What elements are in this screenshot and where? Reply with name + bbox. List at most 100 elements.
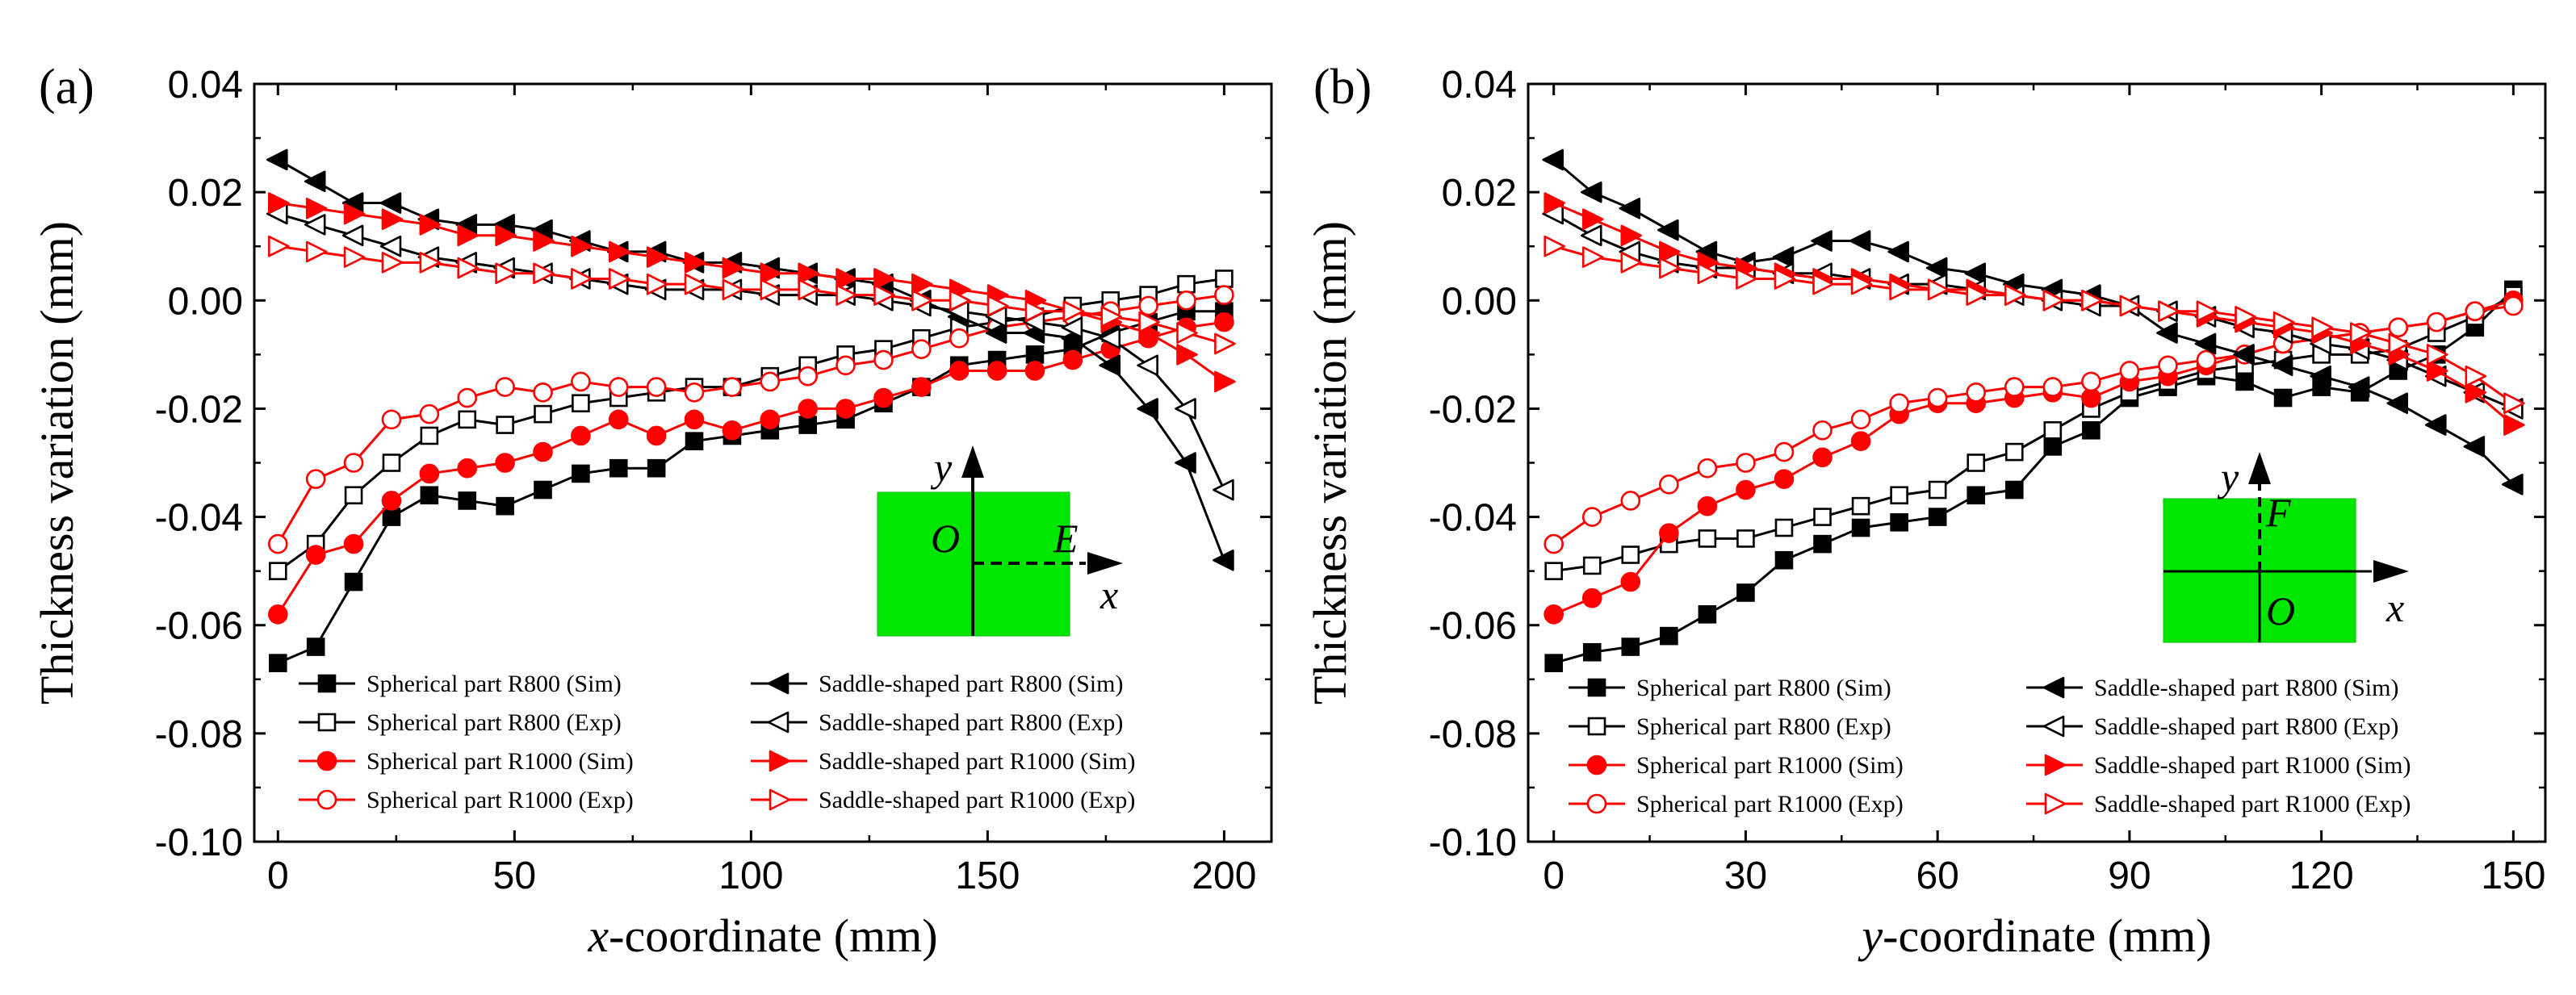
data-point (2196, 300, 2218, 323)
y-tick-label: -0.06 (1429, 605, 1517, 648)
data-point (2004, 442, 2024, 462)
data-point (571, 425, 591, 446)
legend-marker (317, 674, 337, 693)
legend-entry: Spherical part R800 (Sim) (299, 671, 622, 697)
data-point (495, 453, 515, 473)
legend-marker (2044, 792, 2067, 815)
data-point (1025, 345, 1045, 364)
data-point (1964, 262, 1987, 285)
data-point (1889, 278, 1911, 301)
data-point (269, 562, 287, 580)
data-point (305, 197, 328, 219)
series-3 (268, 285, 1234, 554)
y-tick-label: 0.00 (168, 280, 243, 323)
data-point (305, 240, 328, 263)
data-point (836, 399, 856, 419)
data-point (1850, 431, 1871, 451)
legend-label: Spherical part R1000 (Exp) (1636, 791, 1904, 817)
data-point (1967, 454, 1986, 472)
data-point (1581, 208, 1604, 230)
data-point (1928, 508, 1947, 526)
data-point (379, 192, 402, 214)
data-point (2004, 480, 2024, 500)
legend-marker (1586, 755, 1607, 776)
data-point (1774, 550, 1794, 570)
legend-marker (1587, 717, 1606, 736)
data-point (1620, 571, 1641, 592)
data-point (760, 262, 782, 285)
data-point (1214, 285, 1234, 305)
legend-entry: Saddle-shaped part R800 (Exp) (751, 709, 1123, 736)
series-6 (1544, 192, 2525, 436)
data-point (1582, 556, 1602, 575)
data-point (1024, 361, 1045, 381)
data-point (1927, 278, 1950, 301)
data-point (1887, 240, 1909, 263)
legend-label: Saddle-shaped part R800 (Exp) (819, 709, 1123, 736)
panel-label: (a) (39, 60, 94, 115)
data-point (1621, 638, 1640, 656)
data-point (608, 240, 630, 263)
y-tick-label: 0.00 (1442, 280, 1517, 323)
data-point (2004, 284, 2026, 306)
data-point (2082, 420, 2101, 440)
data-point (1581, 587, 1602, 608)
data-point (949, 361, 970, 381)
data-point (873, 387, 894, 408)
inset-x-label: x (2385, 585, 2404, 630)
legend-label: Spherical part R1000 (Exp) (367, 787, 634, 813)
data-point (2348, 376, 2370, 398)
data-point (1774, 441, 1795, 462)
data-point (268, 235, 290, 257)
panel-b: -0.10 -0.08 -0.06 -0.04 -0.02 0.00 0.02 0.04 0 30… (1304, 60, 2547, 962)
data-point (495, 377, 515, 397)
legend-marker (767, 672, 790, 695)
data-point (1736, 479, 1756, 500)
data-point (1890, 512, 1908, 532)
series-5 (266, 203, 1234, 501)
data-point (457, 257, 480, 279)
data-point (2465, 365, 2487, 387)
data-point (571, 235, 593, 257)
legend-entry: Spherical part R800 (Exp) (1569, 713, 1891, 740)
data-point (911, 273, 933, 295)
data-point (1138, 295, 1158, 316)
data-point (2042, 377, 2063, 397)
data-point (1736, 268, 1757, 290)
x-tick-label: 90 (2108, 855, 2151, 897)
data-point (1774, 268, 1796, 290)
y-tick-label: -0.08 (1429, 713, 1517, 756)
data-point (608, 268, 630, 290)
data-point (1062, 300, 1085, 323)
data-point (1966, 284, 1988, 306)
data-point (1736, 583, 1755, 602)
data-point (684, 409, 705, 430)
data-point (2465, 382, 2487, 403)
data-point (381, 409, 402, 430)
data-point (343, 246, 366, 268)
data-point (419, 252, 442, 274)
data-point (2386, 392, 2409, 415)
data-point (1889, 393, 1909, 414)
data-point (873, 268, 895, 290)
data-point (609, 458, 628, 478)
data-point (798, 416, 817, 434)
data-point (2503, 295, 2524, 316)
data-point (798, 278, 819, 301)
data-point (608, 377, 629, 397)
data-point (608, 409, 629, 430)
data-point (1100, 306, 1123, 328)
legend-marker (769, 750, 791, 772)
x-tick-label: 50 (493, 855, 536, 897)
data-point (2081, 371, 2101, 392)
legend-marker (2044, 754, 2067, 776)
data-point (1620, 491, 1641, 511)
data-point (2272, 311, 2295, 333)
data-point (304, 214, 326, 236)
legend-entry: Spherical part R1000 (Sim) (1569, 752, 1904, 779)
data-point (496, 496, 514, 516)
data-point (2388, 332, 2411, 355)
data-point (2465, 301, 2486, 322)
data-point (2463, 436, 2486, 458)
